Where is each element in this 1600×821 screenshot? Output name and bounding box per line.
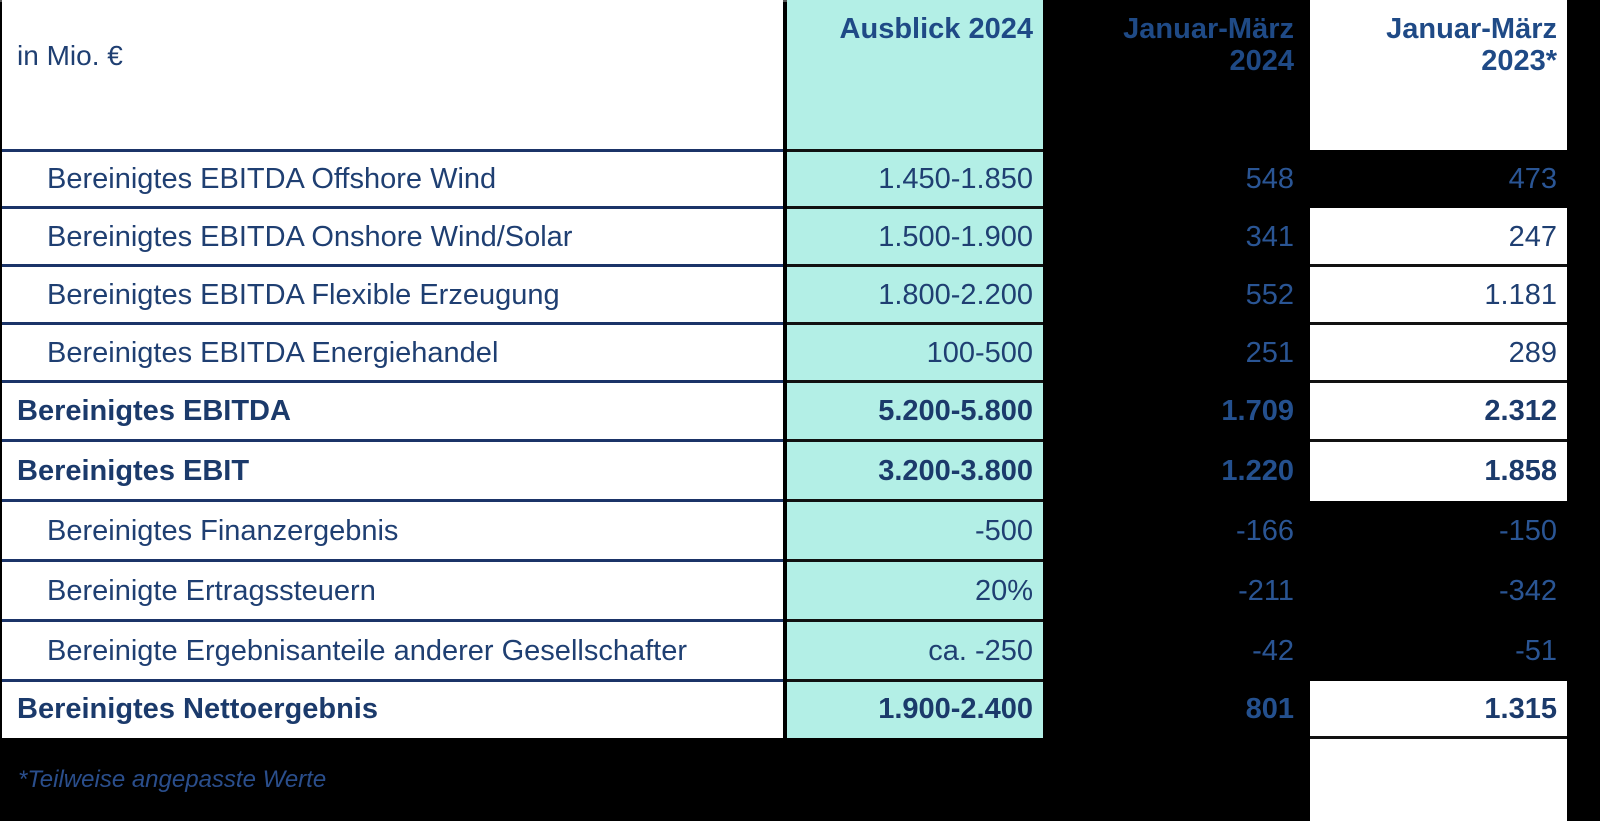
q1-2024-value: 552	[1245, 278, 1294, 311]
q1-2024-header-line1: Januar-März	[1123, 13, 1294, 45]
outlook-value-bold: 3.200-3.800	[878, 454, 1033, 487]
outlook-value-bold: 5.200-5.800	[878, 395, 1033, 427]
outlook-header: Ausblick 2024	[839, 13, 1033, 45]
row-label-bold: Bereinigtes EBIT	[17, 454, 250, 487]
q1-2023-value: 1.181	[1484, 278, 1557, 311]
divider	[1310, 736, 1567, 739]
q1-2023-header-line2: 2023*	[1481, 45, 1557, 77]
outlook-column: Ausblick 2024 1.450-1.850 1.500-1.900 1.…	[787, 0, 1043, 738]
row-label: Bereinigtes EBITDA Onshore Wind/Solar	[47, 220, 573, 253]
outlook-value-bold: 1.900-2.400	[878, 692, 1033, 725]
divider	[787, 439, 1043, 442]
q1-2023-value: 247	[1508, 220, 1557, 253]
outlook-value: ca. -250	[928, 634, 1033, 667]
black-block	[1310, 501, 1567, 681]
q1-2023-value: 473	[1310, 150, 1567, 208]
label-column: in Mio. € Bereinigtes EBITDA Offshore Wi…	[2, 0, 783, 738]
q1-2024-value-bold: 801	[1245, 692, 1294, 725]
row-label: Bereinigtes EBITDA Offshore Wind	[47, 163, 497, 195]
divider	[2, 439, 783, 442]
footer: *Teilweise angepasste Werte	[8, 738, 1043, 821]
unit-label: in Mio. €	[17, 40, 123, 71]
q1-2024-value-bold: 1.220	[1221, 454, 1294, 487]
divider	[2, 559, 783, 562]
divider	[787, 559, 1043, 562]
row-label: Bereinigte Ertragssteuern	[47, 574, 376, 607]
row-label-bold: Bereinigtes Nettoergebnis	[17, 692, 378, 725]
row-label: Bereinigte Ergebnisanteile anderer Gesel…	[47, 634, 687, 667]
divider	[2, 679, 783, 682]
q1-2023-value-bold: 1.315	[1484, 692, 1557, 725]
q1-2024-value: -166	[1235, 514, 1294, 547]
q1-2024-value: 341	[1245, 220, 1294, 253]
q1-2024-column: Januar-März 2024 548 341 552 251 1.709 1…	[1048, 0, 1304, 821]
outlook-value: 20%	[974, 574, 1033, 607]
q1-2024-value: 548	[1245, 163, 1294, 195]
divider	[2, 499, 783, 502]
divider	[2, 322, 783, 325]
outlook-value: 1.500-1.900	[878, 220, 1033, 253]
divider	[787, 322, 1043, 325]
outlook-value: 1.450-1.850	[878, 163, 1033, 195]
q1-2023-value: 289	[1508, 336, 1557, 369]
divider	[787, 619, 1043, 622]
footnote: *Teilweise angepasste Werte	[18, 766, 327, 793]
q1-2023-value-bold: 1.858	[1484, 454, 1557, 487]
q1-2024-value: -42	[1252, 634, 1294, 667]
q1-2024-value: 251	[1245, 336, 1294, 369]
divider	[1310, 264, 1567, 267]
divider	[787, 380, 1043, 383]
q1-2023-value: -342	[1498, 574, 1557, 607]
divider	[787, 679, 1043, 682]
divider	[787, 206, 1043, 209]
row-label: Bereinigtes Finanzergebnis	[47, 514, 399, 547]
outlook-value: -500	[974, 514, 1033, 547]
q1-2023-value: -150	[1498, 514, 1557, 547]
outlook-value: 100-500	[926, 336, 1033, 369]
q1-2023-value-bold: 2.312	[1484, 395, 1557, 427]
divider	[787, 149, 1043, 152]
q1-2024-value: -211	[1238, 574, 1294, 607]
row-label: Bereinigtes EBITDA Energiehandel	[47, 336, 499, 369]
divider	[2, 206, 783, 209]
divider	[787, 499, 1043, 502]
q1-2024-value-bold: 1.709	[1221, 395, 1294, 427]
q1-2023-value: -51	[1515, 634, 1557, 667]
divider	[2, 619, 783, 622]
row-label-bold: Bereinigtes EBITDA	[17, 395, 291, 427]
row-label: Bereinigtes EBITDA Flexible Erzeugung	[47, 278, 560, 311]
q1-2023-header-line1: Januar-März	[1386, 13, 1557, 45]
divider	[1310, 322, 1567, 325]
divider	[2, 149, 783, 152]
divider	[1310, 380, 1567, 383]
divider	[787, 264, 1043, 267]
divider	[2, 380, 783, 383]
outlook-value: 1.800-2.200	[878, 278, 1033, 311]
q1-2023-column: Januar-März 2023* 473 247 1.181 289 2.31…	[1310, 0, 1567, 821]
q1-2024-header-line2: 2024	[1229, 45, 1294, 77]
divider	[2, 264, 783, 267]
divider	[1310, 439, 1567, 442]
